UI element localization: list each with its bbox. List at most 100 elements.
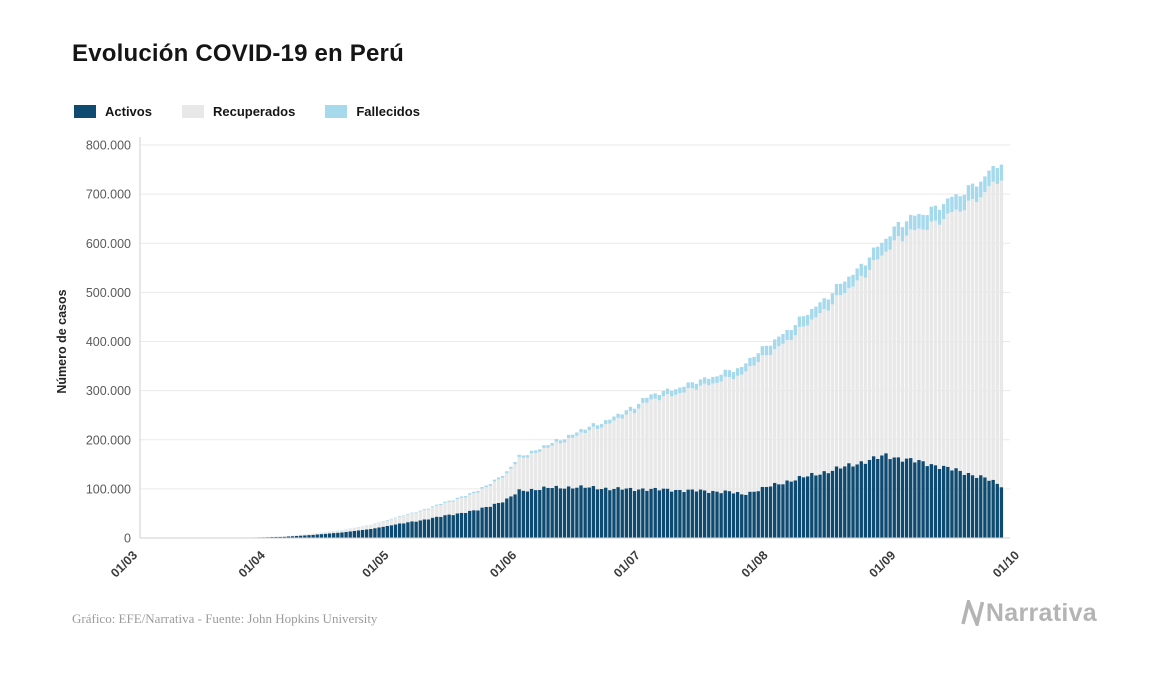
bar-recuperados	[587, 430, 591, 488]
x-axis-tick-label: 01/10	[990, 548, 1022, 580]
bar-recuperados	[937, 224, 942, 469]
bar-activos	[863, 463, 868, 538]
bar-fallecidos	[723, 369, 727, 377]
bar-fallecidos	[521, 455, 525, 458]
bar-activos	[641, 488, 645, 538]
bar-recuperados	[822, 309, 826, 472]
bar-activos	[719, 493, 723, 538]
bar-activos	[929, 464, 934, 538]
y-axis-tick-label: 500.000	[86, 286, 131, 300]
bar-fallecidos	[435, 504, 439, 506]
bar-recuperados	[946, 213, 950, 467]
bar-recuperados	[797, 326, 802, 476]
bar-activos	[966, 472, 971, 538]
bar-recuperados	[315, 533, 319, 535]
bar-recuperados	[863, 277, 868, 464]
bar-recuperados	[496, 479, 501, 503]
bar-recuperados	[608, 423, 612, 491]
bar-recuperados	[612, 420, 616, 489]
bar-fallecidos	[616, 413, 620, 418]
bar-recuperados	[913, 230, 917, 463]
bar-fallecidos	[995, 168, 999, 184]
bar-recuperados	[764, 355, 769, 487]
bar-fallecidos	[830, 293, 835, 305]
bar-fallecidos	[472, 491, 476, 494]
bar-activos	[999, 487, 1004, 538]
bar-recuperados	[954, 209, 958, 469]
bar-activos	[686, 489, 690, 538]
bar-fallecidos	[393, 517, 398, 519]
bar-recuperados	[756, 362, 760, 492]
bar-activos	[299, 535, 303, 538]
bar-fallecidos	[447, 500, 451, 502]
y-axis-title: Número de casos	[55, 289, 69, 393]
bar-fallecidos	[942, 204, 946, 220]
x-axis-tick-label: 01/03	[108, 548, 140, 580]
bar-activos	[925, 466, 929, 538]
bar-activos	[867, 459, 872, 538]
bar-fallecidos	[702, 377, 707, 384]
bar-fallecidos	[707, 378, 711, 386]
bar-fallecidos	[991, 165, 995, 182]
bar-activos	[575, 487, 579, 538]
bar-recuperados	[962, 210, 966, 475]
bar-activos	[974, 477, 979, 538]
bar-fallecidos	[604, 420, 608, 424]
bar-fallecidos	[480, 487, 484, 489]
bar-recuperados	[348, 528, 352, 532]
bar-recuperados	[327, 531, 332, 534]
bar-activos	[979, 475, 983, 538]
bar-fallecidos	[694, 383, 699, 390]
bar-fallecidos	[764, 345, 769, 356]
bar-recuperados	[571, 437, 575, 489]
bar-activos	[290, 536, 295, 538]
bar-recuperados	[752, 365, 756, 492]
bar-recuperados	[950, 212, 954, 471]
bar-recuperados	[731, 379, 736, 494]
bar-fallecidos	[781, 333, 785, 344]
bar-activos	[785, 480, 789, 538]
bar-fallecidos	[385, 520, 389, 521]
bar-fallecidos	[624, 410, 629, 415]
bar-recuperados	[591, 426, 596, 487]
x-axis-tick-label: 01/08	[739, 548, 771, 580]
bar-activos	[702, 490, 707, 538]
bar-recuperados	[892, 240, 896, 458]
bar-recuperados	[653, 398, 657, 488]
bar-fallecidos	[418, 510, 422, 512]
bar-recuperados	[542, 447, 546, 487]
bar-activos	[327, 533, 332, 538]
bar-activos	[393, 524, 398, 538]
bar-recuperados	[488, 485, 493, 507]
x-axis-tick-label: 01/05	[360, 548, 392, 580]
bar-activos	[937, 468, 942, 538]
bar-activos	[533, 490, 538, 538]
bar-fallecidos	[575, 432, 579, 436]
bar-recuperados	[987, 186, 991, 481]
bar-recuperados	[707, 385, 711, 493]
bar-activos	[880, 455, 884, 538]
bar-fallecidos	[641, 398, 645, 403]
bar-activos	[571, 488, 575, 538]
bar-recuperados	[307, 534, 311, 536]
bar-fallecidos	[587, 426, 591, 431]
bar-activos	[587, 487, 591, 538]
bar-recuperados	[558, 443, 563, 489]
bar-activos	[294, 535, 299, 538]
legend-item-fallecidos: Fallecidos	[325, 104, 420, 119]
bar-recuperados	[851, 286, 855, 467]
bar-recuperados	[624, 414, 629, 489]
bar-fallecidos	[900, 227, 905, 242]
bar-recuperados	[847, 288, 851, 464]
bar-activos	[369, 528, 373, 538]
bar-fallecidos	[851, 274, 855, 287]
bar-recuperados	[422, 509, 427, 520]
bar-fallecidos	[430, 506, 435, 508]
bar-activos	[904, 458, 909, 538]
bar-recuperados	[777, 346, 781, 485]
bar-recuperados	[451, 501, 455, 516]
bar-fallecidos	[760, 346, 765, 356]
bar-fallecidos	[439, 503, 443, 506]
bar-recuperados	[414, 513, 418, 522]
source-caption: Gráfico: EFE/Narrativa - Fuente: John Ho…	[72, 611, 378, 626]
